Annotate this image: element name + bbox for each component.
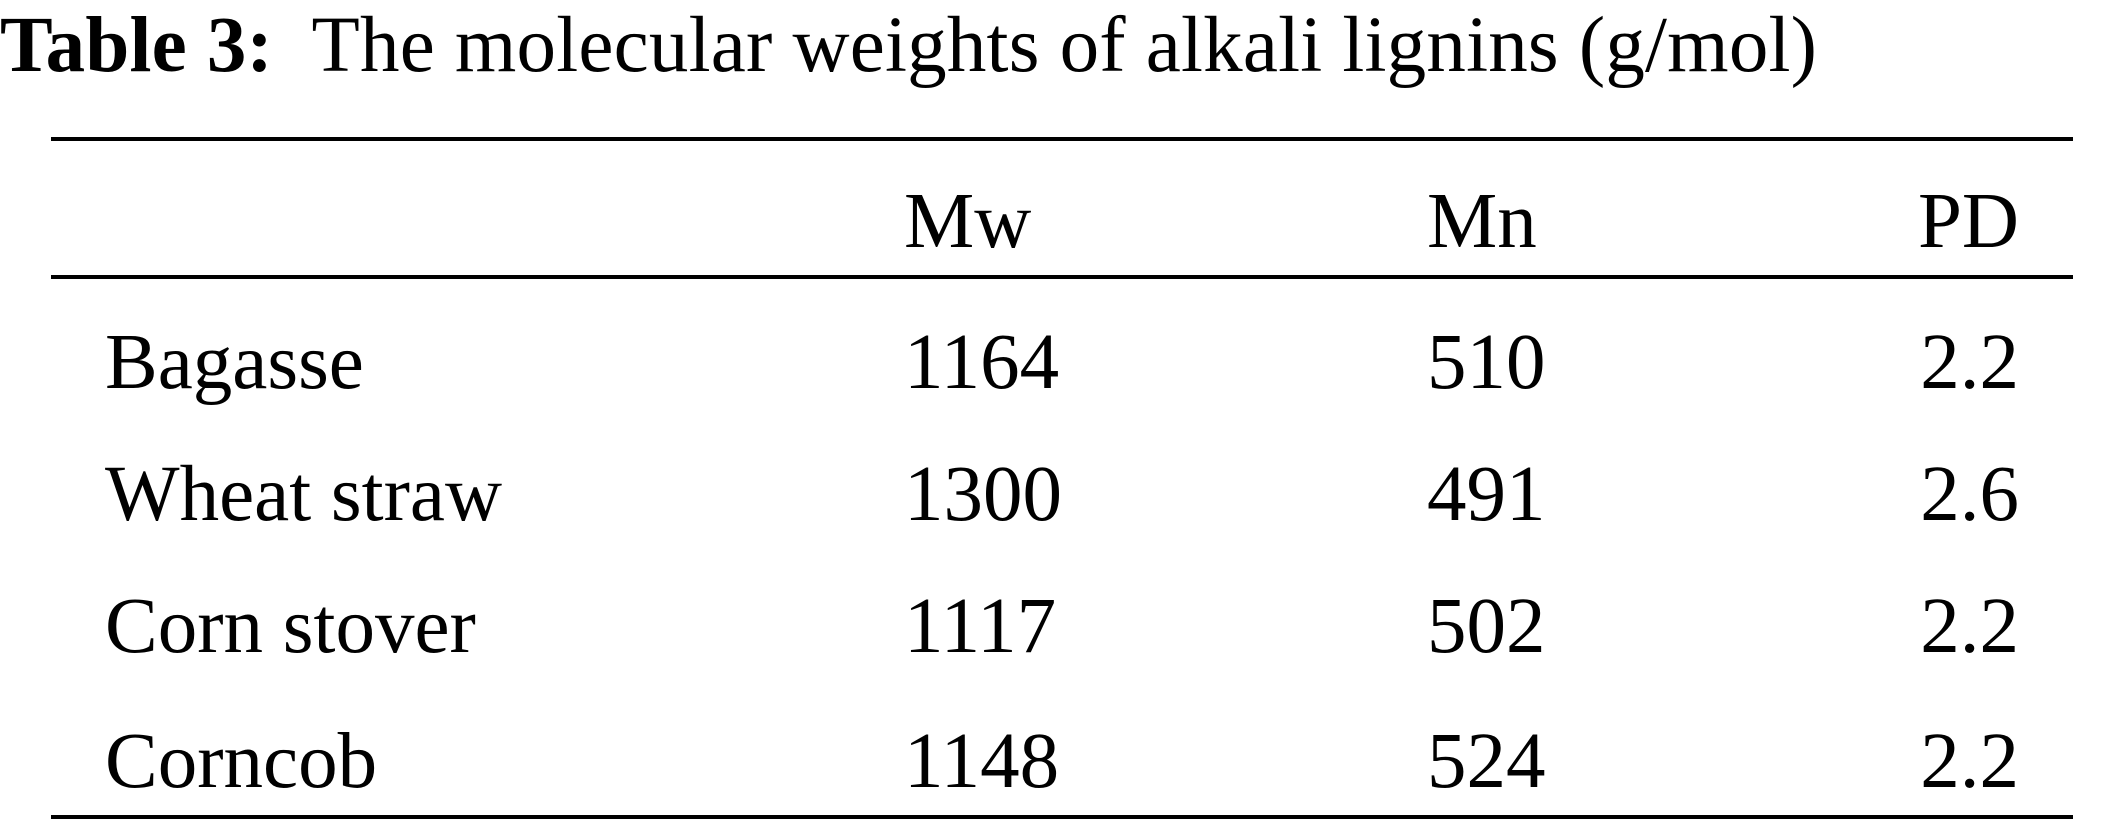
cell-pd: 2.2 (1920, 583, 2019, 670)
header-mn: Mn (1427, 178, 1537, 265)
row-label: Bagasse (105, 319, 364, 406)
row-label: Wheat straw (105, 451, 503, 538)
cell-mw: 1148 (904, 718, 1060, 805)
table-title: The molecular weights of alkali lignins … (311, 2, 1818, 89)
cell-pd: 2.6 (1920, 451, 2019, 538)
cell-mn: 491 (1427, 451, 1546, 538)
table-label: Table 3: (0, 2, 274, 89)
cell-mn: 524 (1427, 718, 1546, 805)
top-rule (51, 137, 2073, 141)
cell-mn: 510 (1427, 319, 1546, 406)
table-caption: Table 3: The molecular weights of alkali… (0, 0, 1817, 96)
cell-mn: 502 (1427, 583, 1546, 670)
cell-mw: 1117 (904, 583, 1057, 670)
header-rule (51, 275, 2073, 279)
bottom-rule (51, 815, 2073, 819)
row-label: Corncob (105, 718, 378, 805)
header-pd: PD (1918, 178, 2019, 265)
cell-mw: 1164 (904, 319, 1060, 406)
cell-pd: 2.2 (1920, 319, 2019, 406)
header-mw: Mw (904, 178, 1032, 265)
row-label: Corn stover (105, 583, 476, 670)
cell-mw: 1300 (904, 451, 1062, 538)
cell-pd: 2.2 (1920, 718, 2019, 805)
